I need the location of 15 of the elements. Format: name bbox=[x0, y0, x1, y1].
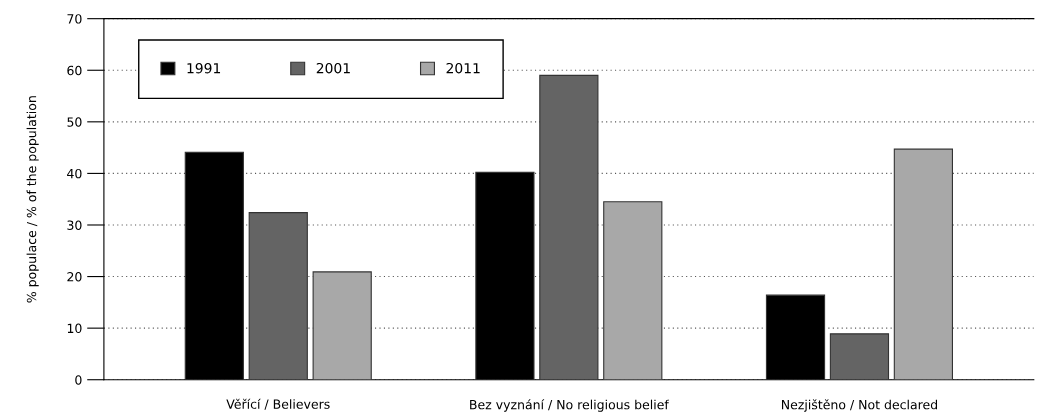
y-tick-label: 0 bbox=[75, 375, 82, 385]
y-tick-label: 20 bbox=[67, 272, 82, 282]
legend-label: 2011 bbox=[446, 62, 480, 74]
y-tick-label: 70 bbox=[67, 14, 82, 24]
y-tick-label: 60 bbox=[67, 65, 82, 76]
y-tick-label: 50 bbox=[67, 117, 82, 127]
x-tick-label: Nezjištěno / Not declared bbox=[781, 399, 937, 412]
x-tick-label: Bez vyznání / No religious belief bbox=[470, 399, 670, 412]
y-tick-label: 30 bbox=[67, 220, 82, 230]
legend-label: 1991 bbox=[187, 62, 221, 74]
y-axis-title: % populace / % of the population bbox=[26, 96, 39, 303]
y-tick-label: 40 bbox=[67, 168, 82, 179]
x-tick-label: Věřící / Believers bbox=[226, 398, 330, 410]
y-tick-label: 10 bbox=[67, 323, 82, 334]
legend-label: 2001 bbox=[316, 62, 350, 74]
